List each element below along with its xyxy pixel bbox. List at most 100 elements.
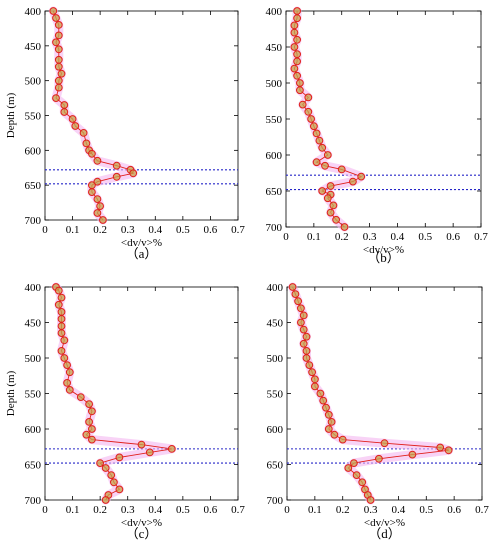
y-tick-label: 600: [25, 424, 42, 436]
x-tick-label: 0: [283, 231, 289, 243]
y-tick-label: 700: [267, 495, 284, 507]
data-point: [323, 194, 332, 203]
data-point: [312, 158, 321, 167]
data-point: [54, 31, 63, 40]
y-tick-label: 600: [266, 150, 283, 162]
y-tick-label: 600: [25, 145, 42, 157]
x-tick-label: 0.7: [231, 224, 245, 236]
data-point: [54, 21, 63, 29]
y-axis-label: Depth (m): [5, 92, 17, 138]
data-point: [302, 347, 311, 355]
y-tick-label: 400: [25, 282, 42, 294]
x-tick-label: 0.6: [446, 231, 460, 243]
x-tick-label: 0.4: [391, 231, 405, 243]
data-point: [115, 485, 124, 494]
data-point: [293, 14, 302, 23]
y-tick-label: 500: [266, 78, 283, 90]
data-point: [436, 443, 445, 452]
x-tick-label: 0.6: [204, 224, 218, 236]
y-tick-label: 500: [25, 76, 42, 88]
uncertainty-band: [288, 282, 454, 505]
data-point: [311, 375, 319, 384]
data-point: [352, 471, 361, 480]
data-point: [88, 181, 96, 190]
data-point: [57, 315, 66, 323]
data-point: [293, 57, 302, 66]
y-axis-label: Depth (m): [5, 370, 17, 416]
x-tick-label: 0.3: [364, 504, 378, 516]
data-point: [167, 445, 176, 453]
data-point: [85, 418, 93, 426]
data-point: [293, 50, 302, 59]
data-point: [294, 297, 303, 306]
panel-label: （a）: [126, 246, 158, 261]
data-point: [52, 14, 60, 22]
y-tick-label: 650: [25, 180, 42, 192]
y-tick-label: 450: [25, 318, 42, 330]
data-point: [312, 129, 321, 138]
x-tick-label: 0.4: [392, 504, 406, 516]
data-point: [63, 379, 71, 387]
data-point: [358, 478, 367, 487]
data-point: [290, 43, 299, 51]
data-point: [107, 471, 116, 480]
data-point: [101, 496, 110, 504]
data-point: [88, 425, 96, 433]
data-point: [293, 7, 302, 15]
y-tick-label: 500: [267, 353, 284, 365]
data-point: [288, 283, 297, 291]
y-tick-label: 600: [267, 424, 284, 436]
data-point: [54, 300, 63, 309]
y-tick-label: 550: [25, 389, 42, 401]
data-point: [93, 156, 102, 165]
y-tick-label: 400: [25, 6, 42, 18]
data-point: [88, 188, 96, 197]
data-point: [350, 459, 358, 468]
x-tick-label: 0.5: [176, 224, 190, 236]
x-tick-label: 0.7: [475, 504, 489, 516]
data-point: [324, 410, 333, 419]
data-point: [315, 136, 324, 145]
data-point: [299, 311, 308, 320]
y-tick-label: 500: [25, 353, 42, 365]
x-tick-label: 0: [42, 224, 48, 236]
data-point: [57, 347, 66, 355]
data-point: [318, 143, 327, 152]
y-tick-label: 700: [25, 495, 42, 507]
x-tick-label: 0: [42, 504, 48, 516]
x-tick-label: 0.5: [419, 504, 433, 516]
data-point: [82, 139, 91, 148]
y-tick-label: 650: [25, 460, 42, 472]
data-point: [327, 418, 336, 426]
data-point: [310, 122, 318, 131]
data-point: [307, 115, 316, 123]
data-point: [129, 169, 138, 178]
data-point: [137, 440, 146, 449]
data-point: [60, 354, 69, 362]
data-point: [316, 389, 325, 398]
y-tick-label: 550: [25, 111, 42, 123]
data-point: [54, 76, 63, 85]
x-axis-label: <dv/v>%: [121, 517, 162, 529]
data-point: [115, 453, 124, 462]
data-point: [57, 69, 66, 78]
data-point: [96, 202, 104, 211]
y-tick-label: 700: [25, 215, 42, 227]
data-point: [291, 290, 300, 299]
data-point: [337, 165, 346, 174]
data-point: [71, 122, 80, 130]
data-point: [60, 336, 69, 345]
data-point: [366, 496, 375, 504]
data-point: [65, 386, 74, 394]
x-tick-label: 0.1: [307, 231, 321, 243]
data-point: [357, 172, 366, 181]
data-point: [76, 393, 85, 402]
data-point: [99, 216, 107, 224]
x-tick-label: 0.3: [121, 504, 135, 516]
panel-c: 0 0.1 0.2 0.3 0.4 0.5 0.6 0.7 400 450 500 550 600 650…: [5, 282, 245, 541]
data-point: [338, 435, 347, 444]
data-point: [332, 215, 341, 224]
data-point: [57, 308, 66, 316]
x-tick-label: 0.6: [204, 504, 218, 516]
data-point: [323, 151, 332, 159]
